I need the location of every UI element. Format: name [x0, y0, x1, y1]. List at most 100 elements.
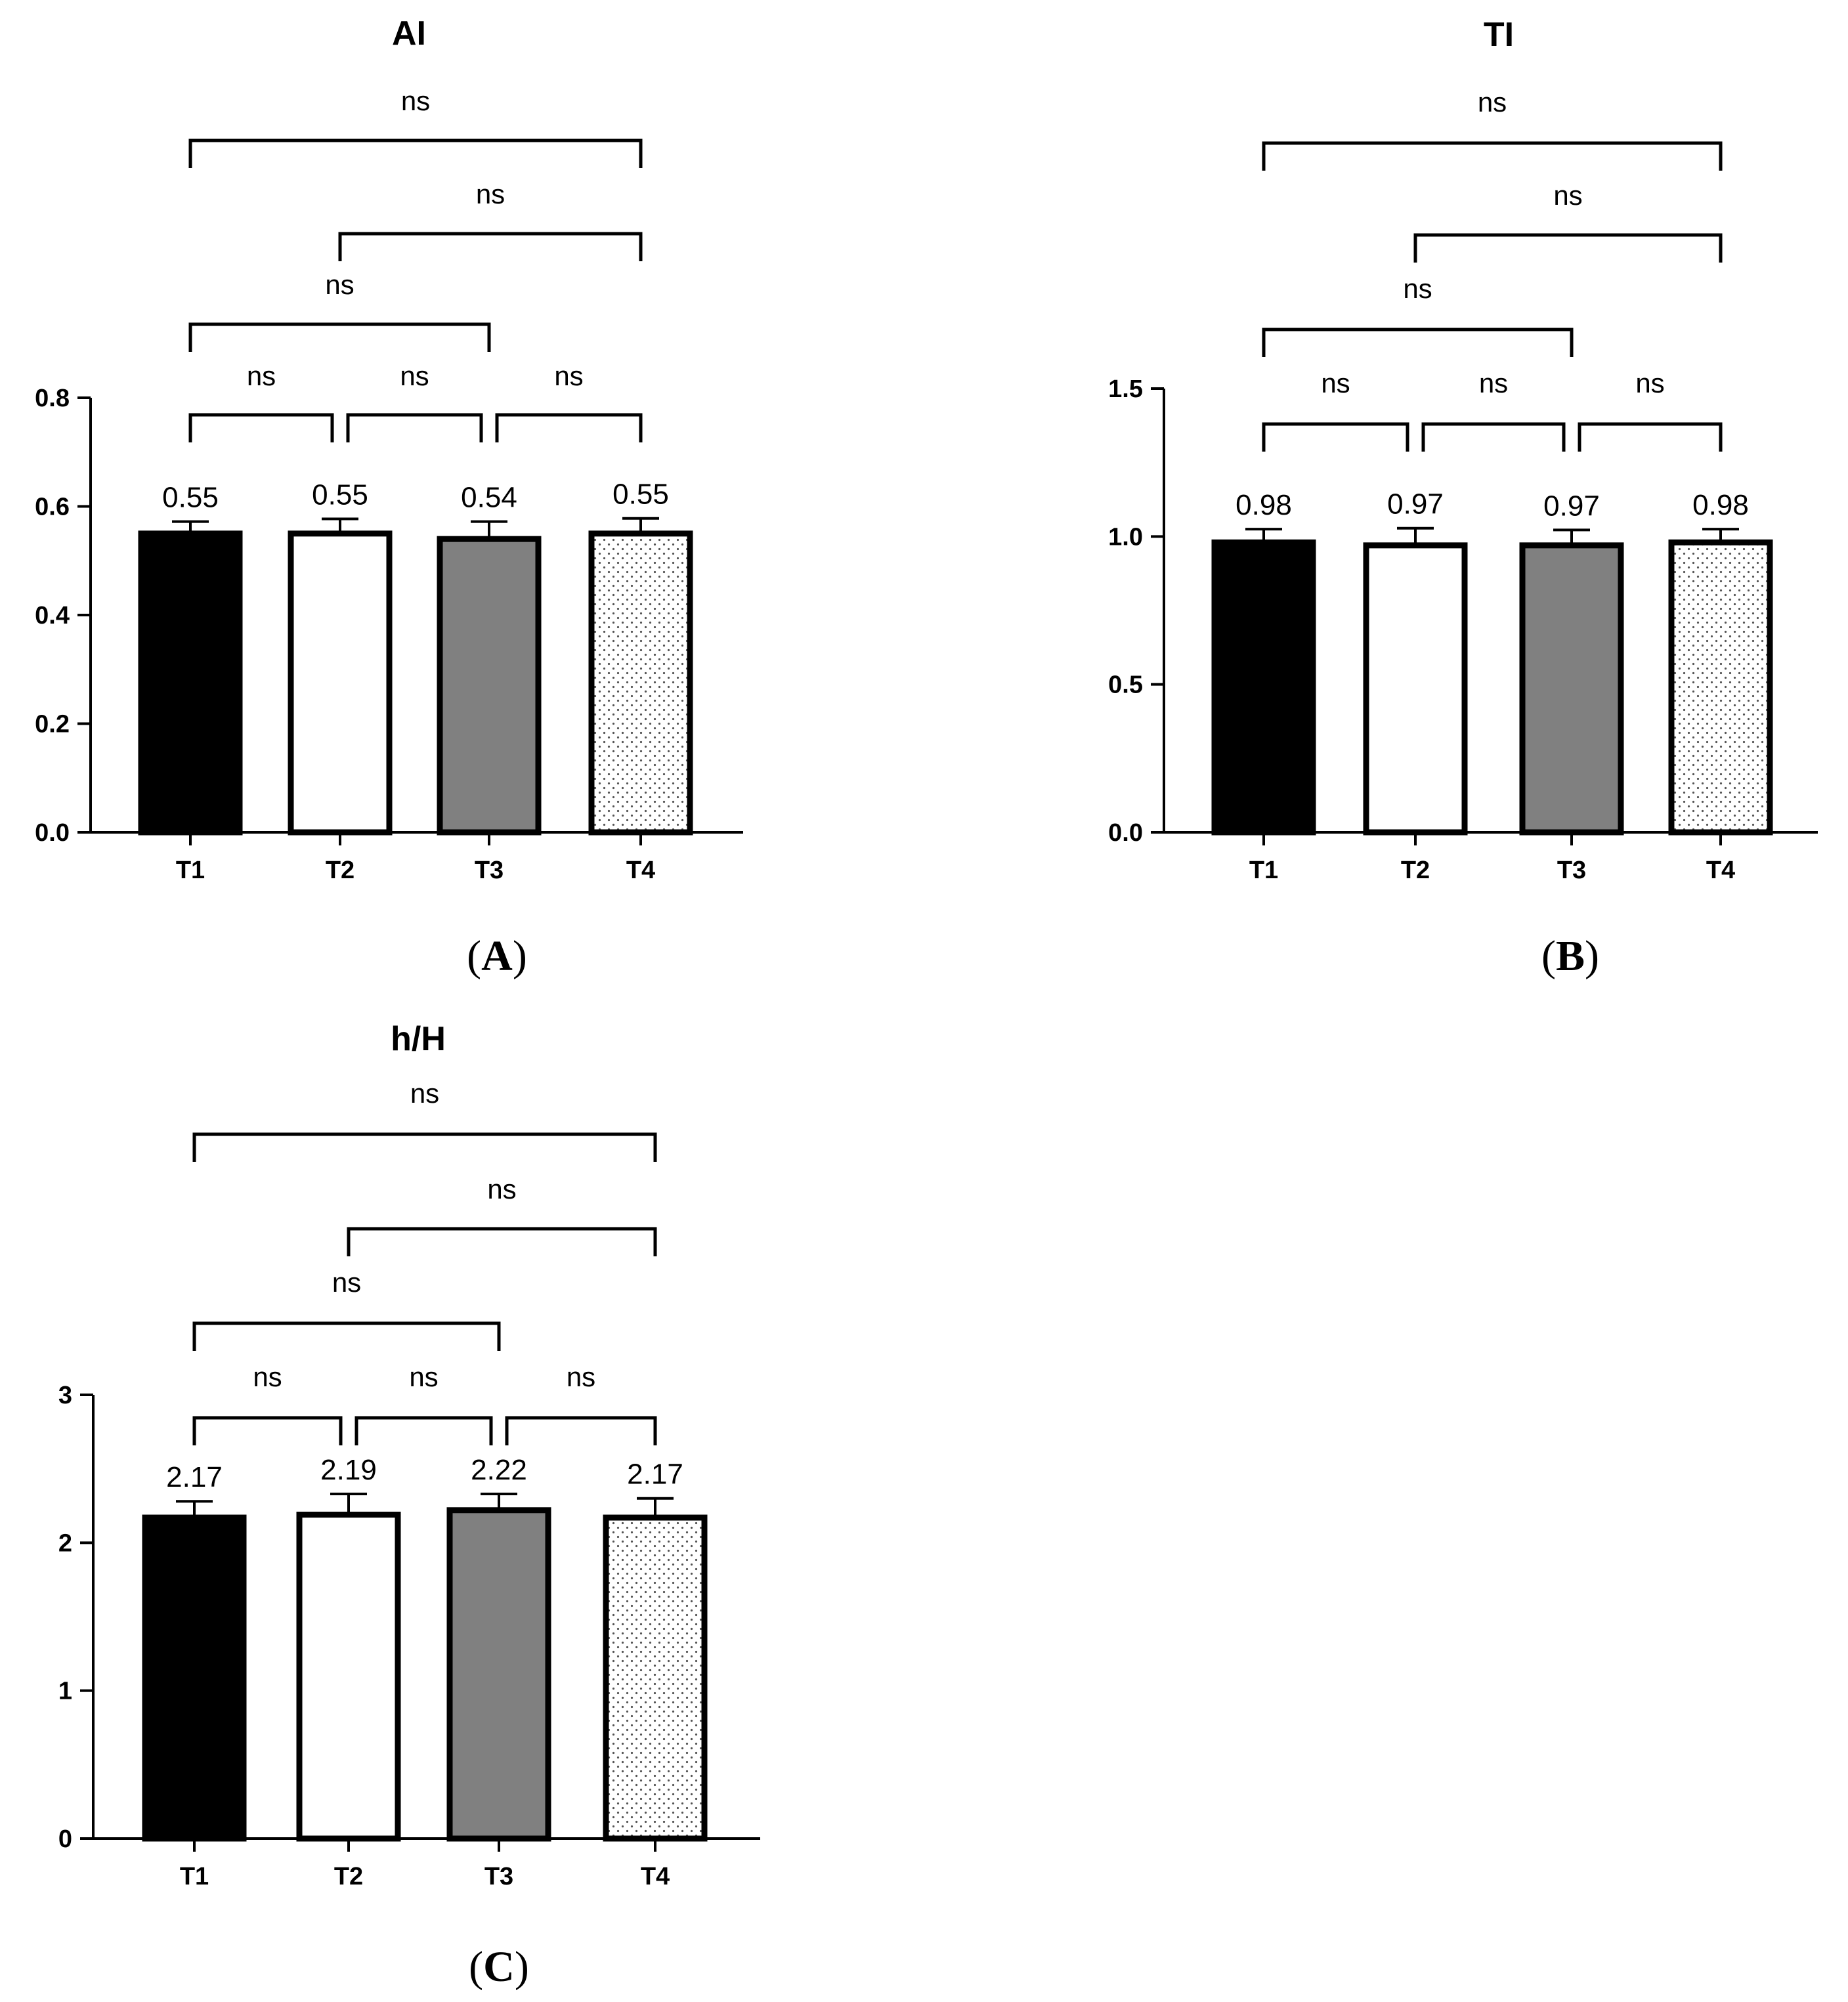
significance-label: ns: [1479, 368, 1508, 398]
chart-panel-a: AI 0.0 0.2 0.4 0.6 0.8 0.55 T1 0.55 T2 0.54 T3 0.55 T…: [35, 14, 743, 980]
y-tick-label: 0.5: [1108, 671, 1143, 699]
bracket-line: [495, 413, 643, 442]
significance-label: ns: [401, 85, 430, 116]
y-tick-label: 0.0: [35, 819, 70, 847]
x-tick-label-t4: T4: [641, 1863, 670, 1890]
value-label-t3: 0.97: [1543, 490, 1600, 522]
significance-bracket: ns: [338, 179, 643, 261]
panel-label: (A): [467, 932, 527, 980]
significance-bracket: ns: [347, 1174, 657, 1256]
significance-label: ns: [410, 1078, 439, 1109]
x-tick-label-t2: T2: [326, 857, 355, 884]
bar-t2: [296, 1512, 401, 1842]
x-tick-label-t3: T3: [484, 1863, 513, 1890]
bracket-line: [1262, 141, 1723, 171]
y-tick-label: 0.8: [35, 385, 70, 412]
value-label-t4: 0.98: [1692, 489, 1749, 521]
bracket-line: [1262, 328, 1574, 357]
chart-panel-b: TI 0.0 0.5 1.0 1.5 0.98 T1 0.97 T2 0.97 T3 0.98 T4 ns…: [1108, 16, 1818, 980]
bracket-line: [347, 1227, 657, 1256]
significance-label: ns: [1321, 368, 1350, 398]
bracket-line: [188, 322, 491, 352]
y-tick-label: 0.0: [1108, 819, 1143, 847]
significance-label: ns: [325, 269, 354, 300]
bar-t1: [1211, 539, 1316, 836]
significance-bracket: ns: [192, 1078, 657, 1162]
significance-bracket: ns: [1421, 368, 1566, 452]
x-tick-label-t2: T2: [334, 1863, 363, 1890]
y-tick-label: 1.0: [1108, 523, 1143, 551]
significance-bracket: ns: [1413, 180, 1723, 263]
significance-bracket: ns: [1262, 87, 1723, 171]
significance-bracket: ns: [1578, 368, 1723, 452]
bar-t4: [588, 530, 693, 836]
significance-label: ns: [554, 360, 583, 391]
value-label-t2: 0.55: [312, 479, 368, 511]
bracket-line: [188, 138, 643, 168]
value-label-t3: 0.54: [461, 482, 517, 514]
significance-label: ns: [247, 360, 276, 391]
significance-bracket: ns: [1262, 273, 1574, 357]
x-tick-label-t1: T1: [180, 1863, 209, 1890]
x-tick-label-t1: T1: [176, 857, 205, 884]
bracket-line: [192, 1416, 343, 1445]
significance-bracket: ns: [192, 1267, 501, 1351]
bar-t4: [603, 1514, 708, 1842]
bracket-line: [355, 1416, 493, 1445]
significance-label: ns: [1478, 87, 1507, 117]
bracket-line: [505, 1416, 657, 1445]
value-label-t4: 2.17: [627, 1459, 683, 1491]
bracket-line: [192, 1321, 501, 1351]
bar-t4: [1668, 539, 1773, 836]
y-tick-label: 0.2: [35, 711, 70, 738]
significance-label: ns: [476, 179, 505, 209]
x-tick-label-t3: T3: [1557, 857, 1586, 884]
bar-t3: [437, 536, 542, 836]
y-tick-label: 1.5: [1108, 375, 1143, 403]
panel-label: (C): [469, 1943, 529, 1991]
significance-bracket: ns: [192, 1361, 343, 1445]
bracket-line: [338, 232, 643, 261]
value-label-t2: 0.97: [1387, 488, 1444, 521]
significance-bracket: ns: [1262, 368, 1409, 452]
significance-label: ns: [409, 1361, 438, 1392]
value-label-t1: 2.17: [166, 1461, 223, 1493]
significance-label: ns: [1635, 368, 1664, 398]
x-tick-label-t1: T1: [1249, 857, 1278, 884]
value-label-t3: 2.22: [471, 1454, 527, 1486]
value-label-t1: 0.55: [162, 482, 219, 514]
significance-bracket: ns: [505, 1361, 657, 1445]
bar-t1: [142, 1514, 247, 1842]
significance-bracket: ns: [188, 269, 491, 352]
significance-label: ns: [400, 360, 429, 391]
y-tick-label: 2: [58, 1529, 72, 1557]
significance-label: ns: [487, 1174, 516, 1204]
significance-label: ns: [332, 1267, 361, 1298]
significance-bracket: ns: [355, 1361, 493, 1445]
x-tick-label-t4: T4: [626, 857, 655, 884]
chart-title: h/H: [391, 1020, 446, 1058]
significance-label: ns: [1403, 273, 1432, 304]
y-tick-label: 0: [58, 1825, 72, 1853]
y-tick-label: 0.6: [35, 494, 70, 521]
bracket-line: [192, 1132, 657, 1162]
panel-label: (B): [1541, 932, 1599, 980]
y-tick-label: 3: [58, 1382, 72, 1409]
x-tick-label-t3: T3: [475, 857, 504, 884]
bracket-line: [1262, 422, 1409, 452]
chart-title: AI: [392, 14, 426, 53]
significance-label: ns: [567, 1361, 595, 1392]
bracket-line: [1413, 233, 1723, 263]
bracket-line: [346, 413, 483, 442]
chart-panel-c: h/H 0 1 2 3 2.17 T1 2.19 T2 2.22 T3 2.17 T4 ns ns ns ns n…: [58, 1020, 760, 1991]
bar-t3: [446, 1507, 551, 1842]
bar-t3: [1519, 542, 1624, 836]
value-label-t1: 0.98: [1236, 489, 1292, 521]
significance-bracket: ns: [495, 360, 643, 442]
bracket-line: [1578, 422, 1723, 452]
y-tick-label: 0.4: [35, 602, 70, 629]
significance-label: ns: [1553, 180, 1582, 211]
bracket-line: [188, 413, 334, 442]
significance-bracket: ns: [188, 360, 334, 442]
